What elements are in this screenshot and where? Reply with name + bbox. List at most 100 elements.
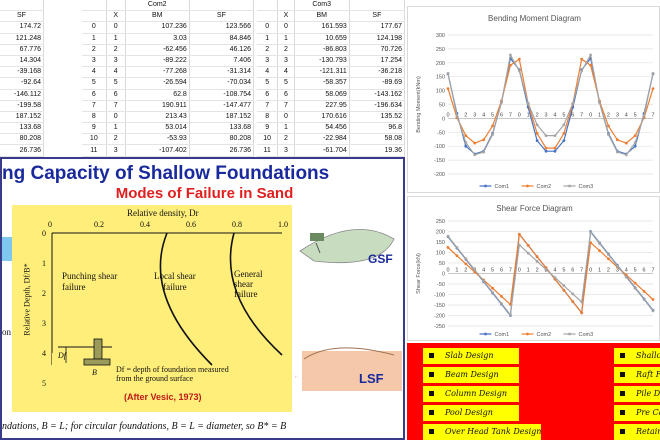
table-cell[interactable]: 6	[82, 89, 107, 101]
table-cell[interactable]: 70.726	[349, 44, 405, 56]
table-cell[interactable]: 227.95	[294, 100, 350, 112]
table-cell[interactable]: -196.634	[349, 100, 405, 112]
table-cell[interactable]: 3	[257, 55, 279, 68]
table-cell[interactable]: 0	[106, 21, 126, 34]
service-item[interactable]: Pre Cast	[614, 405, 660, 421]
table-cell[interactable]: -53.93	[125, 133, 190, 146]
table-cell[interactable]: 12	[82, 156, 107, 157]
table-cell[interactable]: 62.8	[125, 89, 190, 101]
service-item[interactable]: Pool Design	[423, 405, 519, 421]
table-cell[interactable]: 26.736	[189, 144, 255, 157]
table-cell[interactable]: 107.236	[125, 21, 190, 34]
table-cell[interactable]: 5	[257, 77, 279, 90]
table-cell[interactable]: 0	[82, 21, 107, 34]
header-cell[interactable]	[82, 10, 107, 23]
table-cell[interactable]: 53.014	[125, 122, 190, 135]
header-cell[interactable]: X	[106, 10, 126, 23]
table-cell[interactable]: 10	[257, 133, 279, 146]
table-cell[interactable]: 5	[82, 77, 107, 90]
table-cell[interactable]: 14.304	[0, 55, 44, 68]
service-item[interactable]: Beam Design	[423, 367, 519, 383]
table-cell[interactable]: -36.218	[349, 66, 405, 79]
table-cell[interactable]: -130.793	[294, 55, 350, 68]
table-cell[interactable]: 124.198	[349, 33, 405, 45]
table-cell[interactable]	[189, 0, 255, 12]
service-item[interactable]: Pile Des	[614, 386, 660, 402]
service-item[interactable]: Column Design	[423, 386, 519, 402]
table-cell[interactable]: 2	[106, 133, 126, 146]
header-cell[interactable]: X	[277, 10, 295, 23]
table-cell[interactable]: 2	[82, 44, 107, 56]
table-cell[interactable]: 177.67	[349, 21, 405, 34]
table-cell[interactable]: 1	[106, 33, 126, 45]
table-cell[interactable]: 190.911	[125, 100, 190, 112]
table-cell[interactable]: 1	[82, 33, 107, 45]
table-cell[interactable]: -22.984	[294, 133, 350, 146]
service-item[interactable]: Retaini	[614, 424, 660, 440]
header-cell[interactable]: SF	[189, 10, 255, 23]
table-cell[interactable]: 10	[82, 133, 107, 146]
table-cell[interactable]: 133.68	[0, 122, 44, 135]
table-cell[interactable]: 2	[106, 44, 126, 56]
table-cell[interactable]: 54.456	[294, 122, 350, 135]
table-cell[interactable]: -107.402	[125, 156, 190, 157]
service-item[interactable]: Shallow	[614, 348, 660, 364]
table-cell[interactable]: 67.776	[0, 44, 44, 56]
table-cell[interactable]: -143.162	[349, 89, 405, 101]
table-cell[interactable]: 58.069	[294, 89, 350, 101]
table-cell[interactable]: -26.736	[189, 156, 255, 157]
table-cell[interactable]: 170.616	[294, 111, 350, 124]
table-cell[interactable]: 12	[257, 156, 279, 157]
table-cell[interactable]: 80.208	[189, 133, 255, 146]
table-cell[interactable]	[106, 0, 126, 12]
table-cell[interactable]	[277, 0, 295, 12]
header-cell[interactable]	[257, 10, 279, 23]
table-cell[interactable]: 0	[257, 21, 279, 34]
table-cell[interactable]: 17.254	[349, 55, 405, 68]
table-cell[interactable]: 0	[277, 21, 295, 34]
table-cell[interactable]: 8	[82, 111, 107, 124]
table-cell[interactable]: 1	[277, 33, 295, 45]
table-cell[interactable]: 0	[277, 111, 295, 124]
header-cell[interactable]: BM	[294, 10, 350, 23]
table-cell[interactable]: 3	[277, 144, 295, 157]
table-cell[interactable]: 3	[82, 55, 107, 68]
table-cell[interactable]: 96.8	[349, 122, 405, 135]
table-cell[interactable]: 5	[106, 77, 126, 90]
table-cell[interactable]: 5	[277, 77, 295, 90]
table-cell[interactable]: 1	[106, 122, 126, 135]
table-cell[interactable]: 2	[257, 44, 279, 56]
table-cell[interactable]: 133.68	[189, 122, 255, 135]
table-cell[interactable]: 11	[82, 144, 107, 157]
table-cell[interactable]: -108.754	[189, 89, 255, 101]
table-cell[interactable]: 46.126	[189, 44, 255, 56]
table-cell[interactable]: 3	[106, 55, 126, 68]
table-cell[interactable]: -121.311	[294, 66, 350, 79]
table-cell[interactable]: 135.52	[349, 111, 405, 124]
table-cell[interactable]: 6	[277, 89, 295, 101]
table-cell[interactable]: 58.08	[349, 133, 405, 146]
table-cell[interactable]: 80.208	[0, 133, 44, 146]
header-cell[interactable]: BM	[125, 10, 190, 23]
table-cell[interactable]: 213.43	[125, 111, 190, 124]
table-cell[interactable]: 121.248	[0, 33, 44, 45]
table-cell[interactable]: 11	[257, 144, 279, 157]
table-cell[interactable]: 4	[277, 66, 295, 79]
table-cell[interactable]: 7	[106, 100, 126, 112]
table-cell[interactable]: 1	[257, 33, 279, 45]
table-cell[interactable]: -61.704	[294, 144, 350, 157]
table-cell[interactable]: 7	[257, 100, 279, 112]
table-cell[interactable]: -86.803	[294, 44, 350, 56]
table-cell[interactable]: 4	[106, 66, 126, 79]
table-cell[interactable]: 2	[277, 44, 295, 56]
table-cell[interactable]	[82, 0, 107, 12]
shear-force-chart[interactable]: Shear Force Diagram -250 -200 -150 -100 -50 0 5…	[407, 196, 660, 341]
table-cell[interactable]: -58.357	[294, 77, 350, 90]
table-cell[interactable]	[349, 0, 405, 12]
table-cell[interactable]: 8	[257, 111, 279, 124]
table-cell[interactable]: -61.704	[294, 156, 350, 157]
service-item[interactable]: Over Head Tank Design	[423, 424, 541, 440]
table-cell[interactable]: 19.36	[349, 144, 405, 157]
table-cell[interactable]: 84.846	[189, 33, 255, 45]
table-cell[interactable]: 174.72	[0, 21, 44, 34]
